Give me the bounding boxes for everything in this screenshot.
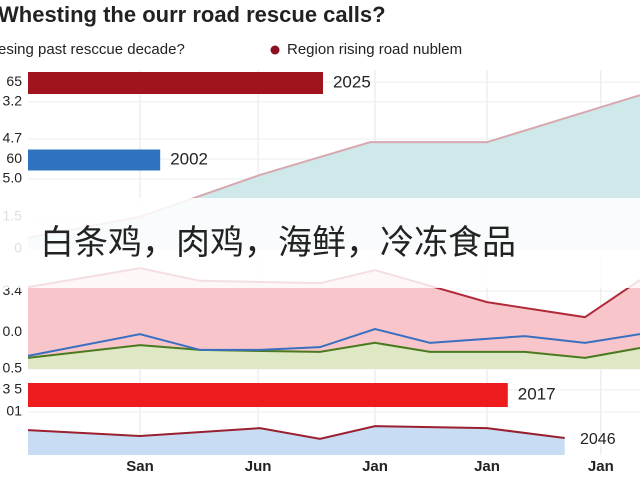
bar-label: 2002 (170, 149, 208, 168)
line (27, 327, 640, 357)
y-tick-label: 60 (6, 150, 22, 166)
x-tick-label: Jun (245, 458, 272, 475)
overlay-text: 白条鸡，肉鸡，海鲜，冷冻食品 (40, 224, 516, 262)
area (28, 426, 565, 455)
bar (28, 383, 508, 407)
x-tick-label: Jan (474, 458, 500, 475)
overlay-band (0, 198, 640, 288)
y-tick-label: 0.0 (3, 323, 23, 339)
bar (28, 72, 323, 94)
annotation: 2046 (580, 431, 616, 448)
y-tick-label: 4.7 (3, 130, 23, 146)
line (27, 425, 565, 440)
y-tick-label: 0.5 (3, 360, 23, 376)
bar-label: 2017 (518, 384, 556, 403)
y-tick-label: 01 (6, 403, 22, 419)
area (28, 268, 640, 369)
x-tick-label: Jan (362, 458, 388, 475)
x-tick-label: Jan (588, 458, 614, 475)
y-tick-label: 65 (6, 73, 22, 89)
line (27, 341, 640, 359)
legend-label: Region rising road nublem (287, 41, 462, 58)
y-tick-label: 3 5 (3, 381, 23, 397)
bar (28, 149, 161, 171)
chart-title: Whesting the ourr road rescue calls? (0, 2, 386, 27)
subtitle: esing past resccue decade? (0, 41, 185, 58)
bar-label: 2025 (333, 72, 371, 91)
legend-marker (270, 45, 280, 55)
y-tick-label: 5.0 (3, 170, 23, 186)
y-tick-label: 3.2 (3, 93, 23, 109)
x-tick-label: San (126, 458, 154, 475)
